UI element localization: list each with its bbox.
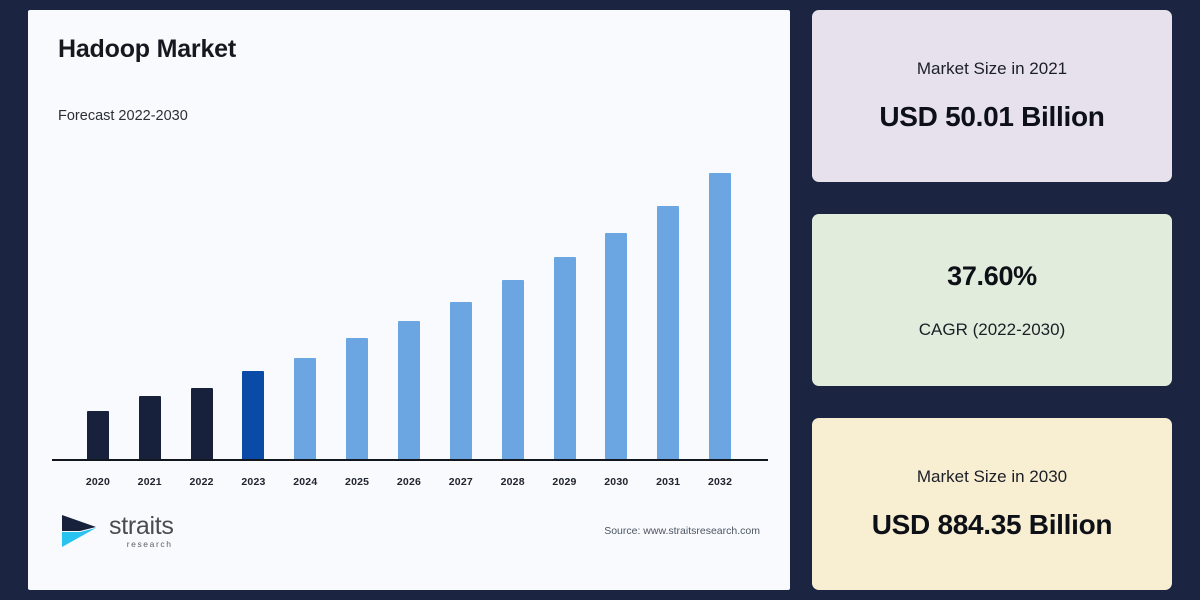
x-tick-2024: 2024 [293, 476, 318, 488]
x-tick-2027: 2027 [448, 476, 473, 488]
x-tick-2031: 2031 [656, 476, 681, 488]
bar-slot-2026[interactable] [383, 160, 435, 460]
logo-name: straits [109, 511, 174, 540]
bar-2028[interactable] [501, 280, 524, 460]
stat-card-market-size-2021: Market Size in 2021 USD 50.01 Billion [812, 10, 1172, 182]
bar-slot-2032[interactable] [694, 160, 746, 460]
stat-label-market-size-2021: Market Size in 2021 [916, 59, 1068, 78]
x-tick-2023: 2023 [241, 476, 266, 488]
bar-slot-2021[interactable] [124, 160, 176, 460]
x-axis-tick-labels: 2020 2021 2022 2023 2024 2025 2026 2027 2028 2029… [58, 476, 760, 488]
logo-wordmark: straits research [109, 511, 174, 549]
bar-2027[interactable] [449, 302, 472, 460]
bar-2026[interactable] [397, 321, 420, 460]
x-tick-2028: 2028 [500, 476, 525, 488]
x-tick-2022: 2022 [189, 476, 214, 488]
bar-2025[interactable] [346, 338, 369, 460]
bar-slot-2023[interactable] [228, 160, 280, 460]
page-title: Hadoop Market [58, 35, 236, 63]
x-tick-2029: 2029 [552, 476, 577, 488]
bar-slot-2028[interactable] [487, 160, 539, 460]
chart-footer: straits research Source: www.straitsrese… [58, 502, 760, 560]
bar-2023[interactable] [242, 371, 265, 460]
chart-subtitle: Forecast 2022-2030 [58, 107, 188, 124]
bar-slot-2020[interactable] [72, 160, 124, 460]
x-tick-2020: 2020 [85, 476, 110, 488]
bar-2022[interactable] [190, 388, 213, 460]
bar-2021[interactable] [138, 396, 161, 460]
x-tick-2026: 2026 [396, 476, 422, 488]
bar-chart-plot: 2020 2021 2022 2023 2024 2025 2026 2027 2028 2029… [52, 160, 768, 488]
bar-slot-2025[interactable] [331, 160, 383, 460]
x-tick-2021: 2021 [137, 476, 162, 488]
source-text: Source: www.straitsresearch.com [604, 525, 760, 537]
stat-label-market-size-2030: Market Size in 2030 [916, 467, 1068, 486]
bar-2031[interactable] [657, 206, 680, 460]
bar-2024[interactable] [294, 358, 317, 460]
logo-tagline: research [126, 538, 173, 549]
x-tick-2032: 2032 [707, 476, 733, 488]
bar-2032[interactable] [709, 173, 732, 460]
bar-slot-2027[interactable] [435, 160, 487, 460]
bar-2030[interactable] [605, 233, 628, 460]
x-axis-line [52, 459, 768, 461]
bar-2029[interactable] [553, 257, 576, 460]
straits-research-logo: straits research [58, 511, 174, 551]
x-tick-2025: 2025 [345, 476, 370, 488]
bar-2020[interactable] [86, 411, 109, 460]
stat-card-market-size-2030: Market Size in 2030 USD 884.35 Billion [812, 418, 1172, 590]
stat-value-market-size-2021: USD 50.01 Billion [879, 101, 1105, 132]
stat-value-market-size-2030: USD 884.35 Billion [871, 509, 1113, 540]
stat-value-cagr: 37.60% [947, 260, 1037, 291]
chart-card: Hadoop Market Forecast 2022-2030 2020 202… [28, 10, 790, 590]
bar-slot-2031[interactable] [642, 160, 694, 460]
stat-card-cagr: 37.60% CAGR (2022-2030) [812, 214, 1172, 386]
bar-slot-2024[interactable] [279, 160, 331, 460]
bar-series [58, 160, 760, 460]
bar-slot-2030[interactable] [590, 160, 642, 460]
stat-card-list: Market Size in 2021 USD 50.01 Billion 37.6… [812, 10, 1172, 590]
x-tick-2030: 2030 [604, 476, 629, 488]
logo-arrow-icon [62, 515, 96, 547]
bar-slot-2022[interactable] [176, 160, 228, 460]
bar-slot-2029[interactable] [539, 160, 591, 460]
stat-label-cagr: CAGR (2022-2030) [918, 319, 1066, 339]
